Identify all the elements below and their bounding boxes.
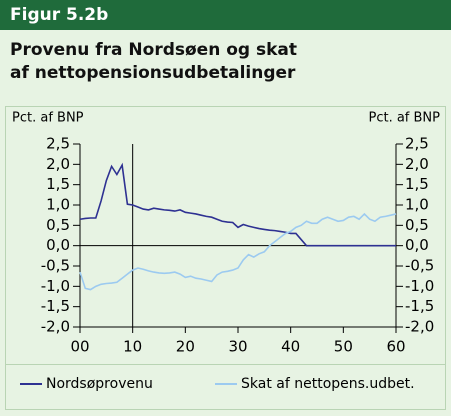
- y-tick-label: 2,0: [46, 155, 70, 173]
- y-tick-label: 0,0: [46, 236, 70, 254]
- y2-tick-label: -0,5: [405, 257, 434, 275]
- chart-frame: [5, 106, 446, 410]
- y2-tick-label: 2,0: [405, 155, 429, 173]
- legend-label: Nordsøprovenu: [46, 376, 153, 392]
- y2-tick-label: 0,5: [405, 216, 429, 234]
- y2-tick-label: 0,0: [405, 236, 429, 254]
- y2-tick-label: 1,0: [405, 196, 429, 214]
- x-tick-label: 00: [70, 338, 89, 356]
- y2-axis-label: Pct. af BNP: [368, 111, 440, 126]
- chart-title: Provenu fra Nordsøen og skat af nettopens…: [10, 40, 297, 83]
- series-line: [79, 212, 397, 291]
- y2-tick-label: -1,5: [405, 297, 434, 315]
- y-tick-label: 0,5: [46, 216, 70, 234]
- x-tick-label: 40: [281, 338, 300, 356]
- y-tick-label: -0,5: [41, 257, 70, 275]
- legend-label: Skat af nettopens.udbet.: [241, 376, 415, 392]
- x-tick-label: 10: [123, 338, 142, 356]
- y-tick-label: 1,0: [46, 196, 70, 214]
- y2-tick-label: 2,5: [405, 135, 429, 153]
- y2-tick-label: -2,0: [405, 318, 434, 336]
- y-tick-label: -1,5: [41, 297, 70, 315]
- y2-tick-label: -1,0: [405, 277, 434, 295]
- figure-label: Figur 5.2b: [10, 5, 108, 25]
- y-tick-label: -1,0: [41, 277, 70, 295]
- y-axis-label: Pct. af BNP: [12, 111, 84, 126]
- y-tick-label: 2,5: [46, 135, 70, 153]
- y2-tick-label: 1,5: [405, 175, 429, 193]
- y-tick-label: -2,0: [41, 318, 70, 336]
- series-line: [79, 162, 396, 247]
- x-tick-label: 30: [228, 338, 247, 356]
- header-bar: [0, 0, 451, 30]
- x-tick-label: 20: [176, 338, 195, 356]
- y-tick-label: 1,5: [46, 175, 70, 193]
- x-tick-label: 60: [386, 338, 405, 356]
- x-tick-label: 50: [334, 338, 353, 356]
